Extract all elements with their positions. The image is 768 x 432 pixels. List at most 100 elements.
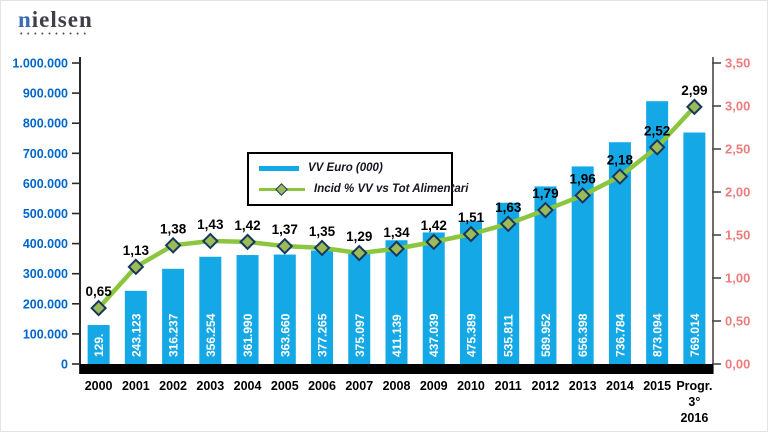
line-value-label: 1,96 [570,171,597,186]
right-axis-tick-label: 2,00 [725,185,750,200]
line-marker-2006 [313,239,331,257]
line-value-label: 1,63 [495,200,522,215]
left-axis-tick-label: 500.000 [23,207,68,221]
bar-2011 [497,202,520,364]
bar-value-label: 375.097 [353,313,367,357]
line-value-label: 1,51 [458,210,485,225]
line-value-label: 2,18 [607,153,634,168]
line-marker-2009 [425,233,443,251]
left-axis-tick-label: 400.000 [23,237,68,251]
x-axis-label-2005: 2005 [271,379,299,393]
line-marker-2002 [164,236,182,254]
left-axis-tick-label: 300.000 [23,267,68,281]
bar-value-label: 656.398 [576,313,590,357]
nielsen-logo-first-letter: n [18,7,32,32]
bar-2012 [534,186,557,364]
line-value-label: 0,65 [85,284,112,299]
x-axis-label-progr-2016-line3: 2016 [680,411,708,425]
line-value-label: 1,38 [160,221,187,236]
x-axis-label-2004: 2004 [234,379,262,393]
legend-bar-label: VV Euro (000) [308,162,383,174]
line-value-label: 1,37 [272,222,298,237]
line-marker-2010 [462,225,480,243]
line-value-label: 1,29 [346,229,372,244]
left-axis-tick-label: 600.000 [23,177,68,191]
x-axis-label-2006: 2006 [308,379,336,393]
bar-2010 [459,220,482,364]
x-axis-label-progr-2016-line1: Progr. [676,379,712,393]
line-marker-2000 [90,299,108,317]
line-marker-2008 [388,240,405,258]
bar-2002 [162,268,185,364]
line-marker-2004 [239,233,256,251]
x-axis-label-2007: 2007 [345,379,373,393]
legend-bar-swatch [259,165,299,171]
right-axis-tick-label: 0,50 [725,314,750,329]
bar-value-label: 769.014 [688,313,702,357]
x-axis-label-2003: 2003 [196,379,224,393]
left-axis-tick-label: 100.000 [23,327,68,341]
bar-2000 [87,325,110,364]
left-axis-tick-label: 800.000 [23,117,68,131]
line-value-label: 2,52 [644,123,670,138]
line-marker-2011 [499,215,517,233]
x-axis-label-2014: 2014 [606,379,634,393]
bar-value-label: 411.139 [390,314,404,357]
right-axis-tick-label: 3,00 [725,99,750,114]
nielsen-logo-dots: •••••••••• [20,31,91,38]
bar-2001 [124,290,147,364]
bar-value-label: 873.094 [651,313,665,357]
bar-value-label: 377.265 [316,313,330,357]
legend-item-vv-euro: VV Euro (000) [259,162,443,174]
bar-2008 [385,240,408,364]
line-marker-2012 [537,201,554,219]
x-axis-label-2012: 2012 [532,379,560,393]
line-marker-Progr. 3° 2016 [685,98,703,116]
chart-legend: VV Euro (000) Incid % VV vs Tot Alimenta… [247,152,468,206]
bar-value-label: 361.990 [241,313,255,357]
left-axis-tick-label: 900.000 [23,87,68,101]
right-axis-tick-label: 2,50 [725,142,750,157]
line-value-label: 1,35 [309,224,336,239]
bar-value-label: 535.811 [502,314,516,357]
legend-item-incidence: Incid % VV vs Tot Alimentari [259,182,468,196]
line-value-label: 1,13 [123,243,150,258]
legend-line-swatch [259,182,305,196]
bar-2009 [422,232,445,364]
bar-2003 [199,256,222,364]
nielsen-logo-rest: ielsen [31,7,93,32]
legend-diamond-marker-icon [275,182,288,196]
bar-value-label: 316.237 [167,313,181,357]
bar-value-label: 243.123 [129,313,143,357]
line-marker-2003 [201,232,219,250]
x-axis-label-2001: 2001 [122,379,150,393]
right-axis-tick-label: 0,00 [725,357,750,372]
bar-value-label: 475.389 [464,313,478,357]
bar-value-label: 736.784 [613,313,627,357]
legend-line-label: Incid % VV vs Tot Alimentari [314,183,469,195]
bar-2015 [646,101,669,365]
bar-value-label: 356.254 [204,313,218,357]
x-axis-label-2000: 2000 [85,379,113,393]
x-axis-label-2008: 2008 [383,379,411,393]
line-marker-2001 [127,258,145,276]
bar-2004 [236,255,259,364]
line-value-label: 2,99 [681,83,707,98]
nielsen-logo-wordmark: nielsen [18,7,93,32]
x-axis-label-2002: 2002 [159,379,187,393]
line-marker-2005 [276,237,294,255]
left-axis-tick-label: 0 [61,358,68,372]
line-marker-2013 [574,187,592,204]
bar-value-label: 363.660 [278,313,292,357]
line-value-label: 1,42 [234,218,260,233]
bar-Progr. 3° 2016 [683,132,706,364]
left-axis-tick-label: 1.000.000 [12,57,68,71]
line-value-label: 1,42 [421,218,447,233]
x-axis-label-2010: 2010 [457,379,485,393]
bar-2005 [273,254,296,364]
line-value-label: 1,34 [383,225,410,240]
bar-2014 [608,142,631,364]
bar-value-label: 129. [92,334,106,357]
right-axis-tick-label: 1,00 [725,271,750,286]
